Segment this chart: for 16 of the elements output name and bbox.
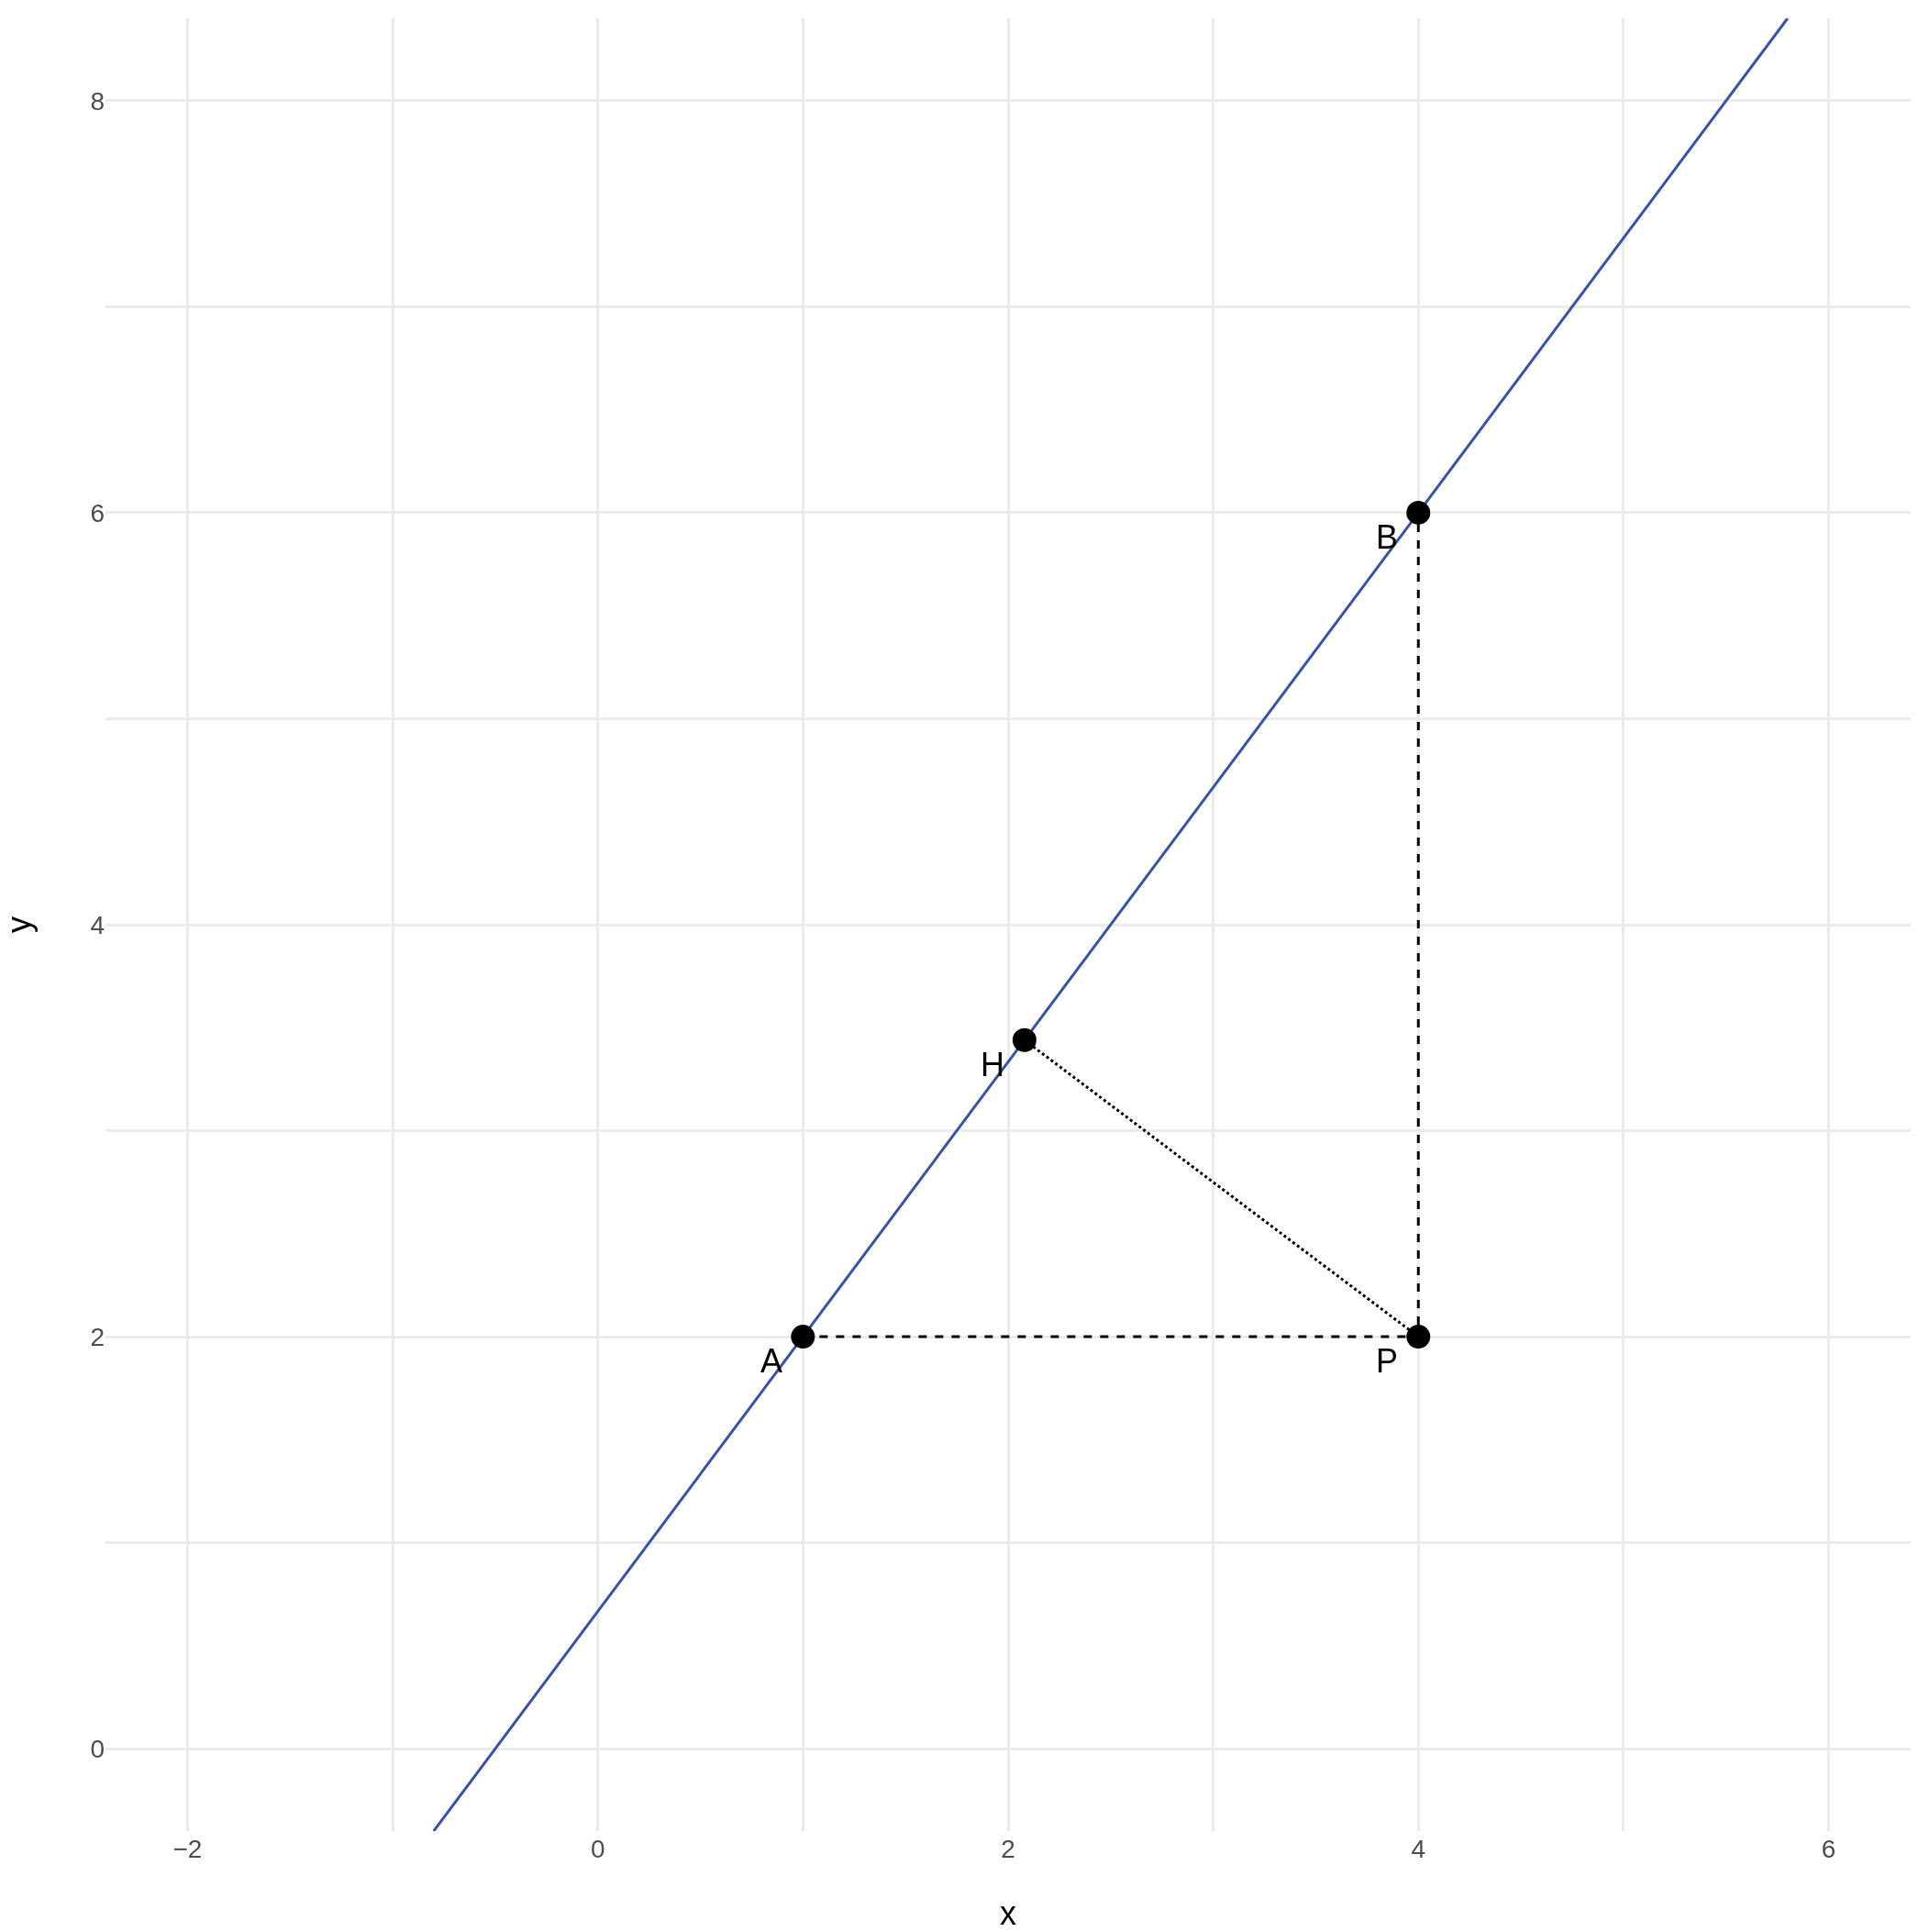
y-axis-title: y [0,916,38,933]
x-tick-label: 6 [1821,1835,1836,1863]
x-tick-label: 2 [1001,1835,1015,1863]
annotation: H [981,1046,1004,1083]
annotation: P [1376,1342,1399,1380]
y-tick-label: 8 [90,86,105,116]
y-tick-label: 4 [90,910,105,939]
y-tick-label: 6 [90,498,105,527]
x-tick-label: 0 [590,1835,605,1863]
annotation: B [1376,518,1399,556]
x-axis-title: x [1000,1894,1016,1932]
annotation: A [760,1342,783,1380]
x-tick-label: 4 [1411,1835,1426,1863]
x-tick-label: −2 [172,1835,203,1863]
y-tick-label: 2 [90,1322,105,1351]
y-tick-label: 0 [90,1734,105,1763]
